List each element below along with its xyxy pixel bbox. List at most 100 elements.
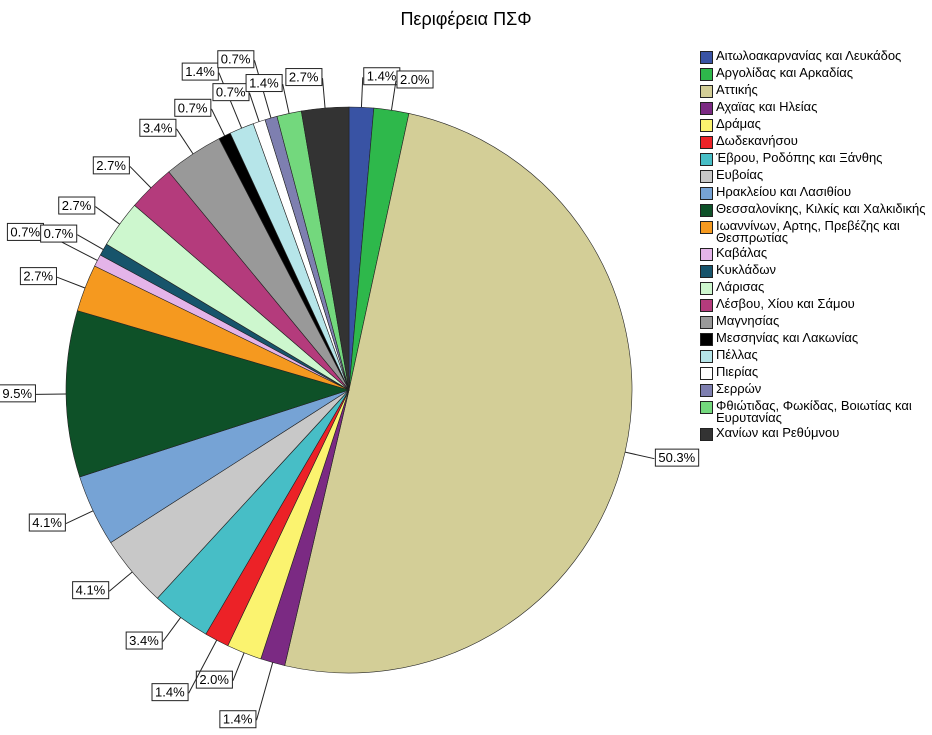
data-label-box xyxy=(19,267,57,286)
data-label-box xyxy=(125,631,163,650)
data-label-box xyxy=(219,710,257,729)
legend-label: Σερρών xyxy=(716,381,762,396)
data-label: 2.7% xyxy=(96,158,126,173)
legend-item: Σερρών xyxy=(700,381,930,397)
legend-swatch xyxy=(700,299,713,312)
legend-swatch xyxy=(700,248,713,261)
legend-swatch xyxy=(700,350,713,363)
legend-swatch xyxy=(700,85,713,98)
data-label: 1.4% xyxy=(249,76,279,91)
leader-line xyxy=(162,617,182,642)
legend-swatch xyxy=(700,316,713,329)
legend-item: Μεσσηνίας και Λακωνίας xyxy=(700,330,930,346)
legend-label: Θεσσαλονίκης, Κιλκίς και Χαλκιδικής xyxy=(716,201,926,216)
legend-item: Έβρου, Ροδόπης και Ξάνθης xyxy=(700,150,930,166)
legend-item: Χανίων και Ρεθύμνου xyxy=(700,426,930,441)
leader-line xyxy=(188,639,218,694)
data-label-box xyxy=(181,62,219,81)
legend-swatch xyxy=(700,119,713,132)
legend-swatch xyxy=(700,102,713,115)
legend-label: Μαγνησίας xyxy=(716,313,780,328)
legend-label: Ηρακλείου και Λασιθίου xyxy=(716,184,852,199)
pie-slice xyxy=(284,113,633,674)
data-label-box xyxy=(40,224,78,243)
data-label: 3.4% xyxy=(143,120,173,135)
legend-item: Αιτωλοακαρνανίας και Λευκάδος xyxy=(700,48,930,64)
data-label-box xyxy=(72,581,110,600)
data-label: 2.0% xyxy=(400,72,430,87)
leader-line xyxy=(56,276,86,289)
legend-label: Πιερίας xyxy=(716,364,759,379)
legend-item: Αργολίδας και Αρκαδίας xyxy=(700,65,930,81)
data-label-box xyxy=(92,156,130,175)
legend-label: Μεσσηνίας και Λακωνίας xyxy=(716,330,859,345)
legend-item: Ηρακλείου και Λασιθίου xyxy=(700,184,930,200)
data-label: 50.3% xyxy=(658,450,695,465)
legend-label: Αιτωλοακαρνανίας και Λευκάδος xyxy=(716,48,902,63)
legend-item: Δράμας xyxy=(700,117,930,132)
legend-label: Αργολίδας και Αρκαδίας xyxy=(716,65,854,80)
data-label-box xyxy=(28,513,66,532)
legend-swatch xyxy=(700,333,713,346)
legend-label: Αττικής xyxy=(716,82,758,97)
leader-line xyxy=(129,166,152,189)
legend-item: Φθιώτιδας, Φωκίδας, Βοιωτίας και Ευρυταν… xyxy=(700,399,930,424)
leader-line xyxy=(232,652,245,681)
legend-swatch xyxy=(700,401,713,414)
leader-line xyxy=(624,451,655,460)
leader-line xyxy=(390,80,397,111)
data-label: 1.4% xyxy=(367,69,397,84)
legend-label: Καβάλας xyxy=(716,245,768,260)
data-label: 1.4% xyxy=(185,64,215,79)
data-label: 2.7% xyxy=(62,198,92,213)
legend-item: Πιερίας xyxy=(700,364,930,380)
leader-line xyxy=(65,510,94,525)
legend-item: Κυκλάδων xyxy=(700,262,930,278)
legend-swatch xyxy=(700,153,713,166)
legend-swatch xyxy=(700,68,713,81)
legend-item: Δωδεκανήσου xyxy=(700,134,930,149)
data-label: 0.7% xyxy=(178,100,208,115)
leader-line xyxy=(249,93,260,122)
legend-item: Λέσβου, Χίου και Σάμου xyxy=(700,297,930,312)
legend-swatch xyxy=(700,265,713,278)
legend-item: Πέλλας xyxy=(700,348,930,363)
legend: Αιτωλοακαρνανίας και Λευκάδος Αργολίδας κ… xyxy=(700,48,930,444)
legend-label: Κυκλάδων xyxy=(716,262,776,277)
data-label: 9.5% xyxy=(2,386,32,401)
legend-item: Αχαϊας και Ηλείας xyxy=(700,100,930,115)
data-label: 0.7% xyxy=(221,52,251,67)
legend-swatch xyxy=(700,51,713,64)
legend-label: Λάρισας xyxy=(716,279,765,294)
data-label-box xyxy=(139,118,177,137)
data-label-box xyxy=(654,448,700,467)
legend-swatch xyxy=(700,221,713,234)
legend-swatch xyxy=(700,204,713,217)
legend-item: Καβάλας xyxy=(700,245,930,261)
leader-line xyxy=(210,108,226,137)
data-label: 2.7% xyxy=(289,70,319,85)
legend-swatch xyxy=(700,282,713,295)
data-label-box xyxy=(212,83,250,102)
leader-line xyxy=(360,77,364,108)
data-label-box xyxy=(245,74,283,93)
pie-slice xyxy=(65,310,351,478)
data-label: 4.1% xyxy=(76,583,106,598)
legend-item: Αττικής xyxy=(700,82,930,98)
data-label-box xyxy=(0,384,36,403)
data-label: 1.4% xyxy=(155,685,185,700)
data-label-box xyxy=(58,196,96,215)
legend-swatch xyxy=(700,187,713,200)
leader-line xyxy=(77,234,104,250)
legend-item: Μαγνησίας xyxy=(700,313,930,329)
legend-label: Έβρου, Ροδόπης και Ξάνθης xyxy=(716,150,883,165)
leader-line xyxy=(108,571,133,592)
data-label: 0.7% xyxy=(44,226,74,241)
legend-swatch xyxy=(700,367,713,380)
data-label: 1.4% xyxy=(223,712,253,727)
leader-line xyxy=(176,128,194,155)
legend-item: Θεσσαλονίκης, Κιλκίς και Χαλκιδικής xyxy=(700,201,930,217)
legend-label: Ιωαννίνων, Αρτης, Πρεβέζης και Θεσπρωτία… xyxy=(716,218,900,245)
